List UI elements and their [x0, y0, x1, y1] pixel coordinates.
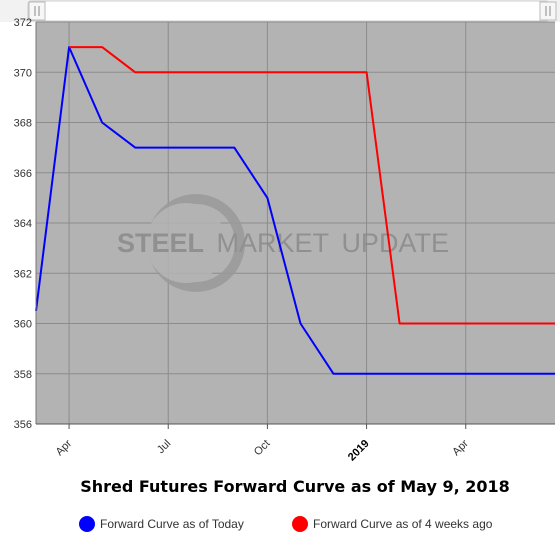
- y-tick-label: 356: [14, 419, 32, 431]
- navigator-right-handle[interactable]: [539, 1, 557, 21]
- x-tick-label: Apr: [450, 437, 471, 458]
- logo-ring-cut: [146, 203, 226, 283]
- x-tick-label: Jul: [155, 438, 173, 456]
- y-tick-label: 364: [14, 218, 32, 230]
- legend-label: Forward Curve as of 4 weeks ago: [313, 517, 493, 531]
- legend-item[interactable]: Forward Curve as of 4 weeks ago: [292, 516, 493, 532]
- legend-marker: [79, 516, 95, 532]
- y-tick-label: 366: [14, 168, 32, 180]
- x-tick-label: Apr: [54, 437, 75, 458]
- steel-market-update-logo: STEEL MARKET UPDATE: [117, 194, 449, 292]
- x-tick-label: Oct: [252, 438, 273, 459]
- y-tick-label: 368: [14, 118, 32, 130]
- y-tick-label: 360: [14, 319, 32, 331]
- legend-marker: [292, 516, 308, 532]
- y-tick-label: 358: [14, 369, 32, 381]
- y-tick-label: 362: [14, 268, 32, 280]
- watermark-word-steel: STEEL MARKET UPDATE: [117, 228, 449, 258]
- navigator-left-handle[interactable]: [28, 1, 46, 21]
- x-axis: Apr Jul Oct 2019 Apr: [36, 423, 555, 464]
- y-axis: 356 358 360 362 364 366 368 370 372: [14, 17, 37, 431]
- legend-label: Forward Curve as of Today: [100, 517, 244, 531]
- legend: Forward Curve as of Today Forward Curve a…: [79, 516, 493, 532]
- chart-title: Shred Futures Forward Curve as of May 9,…: [80, 477, 510, 496]
- series-line-4-weeks-ago[interactable]: [69, 46, 555, 325]
- series-group: [35, 46, 555, 375]
- y-tick-label: 372: [14, 17, 32, 29]
- legend-item[interactable]: Forward Curve as of Today: [79, 516, 244, 532]
- x-tick-label: 2019: [346, 438, 372, 464]
- navigator-window[interactable]: [27, 0, 550, 22]
- navigator-scrollbar[interactable]: [0, 0, 560, 22]
- series-line-today[interactable]: [35, 46, 555, 375]
- y-tick-label: 370: [14, 67, 32, 79]
